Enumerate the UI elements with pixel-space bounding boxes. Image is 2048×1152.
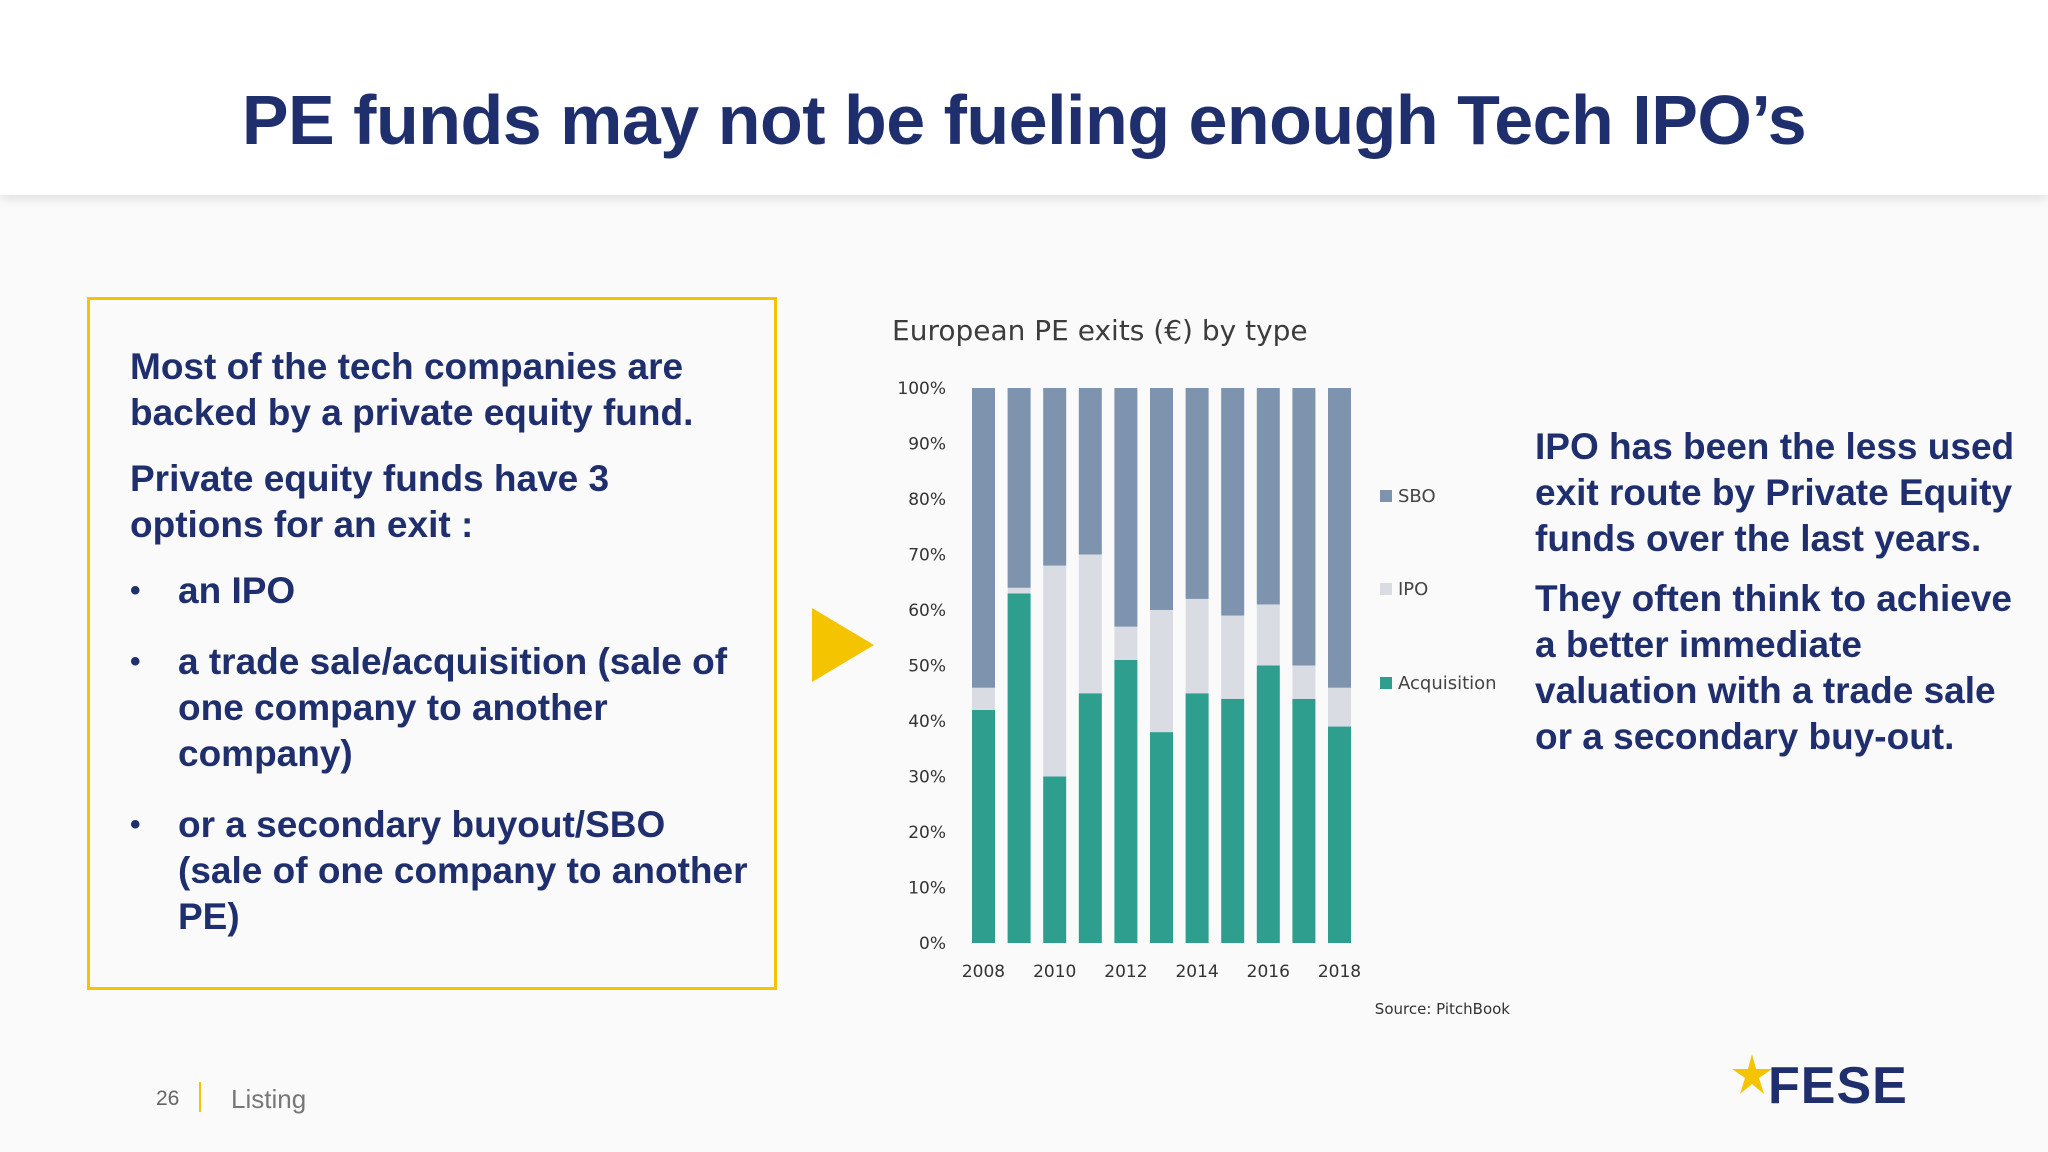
bar-sbo-2015 — [1221, 388, 1245, 616]
y-tick-label: 0% — [919, 934, 946, 954]
y-tick-label: 70% — [908, 546, 946, 566]
logo-wordmark: FESE — [1768, 1057, 1908, 1115]
fese-logo: FESE — [1730, 1052, 1910, 1115]
list-item-text: an IPO — [178, 570, 296, 611]
section-label: Listing — [231, 1084, 307, 1114]
bar-sbo-2009 — [1007, 388, 1031, 588]
x-tick-label: 2010 — [1033, 962, 1076, 982]
legend-label-sbo: SBO — [1398, 486, 1436, 507]
star-icon — [1732, 1054, 1772, 1094]
bar-acquisition-2018 — [1328, 726, 1351, 943]
chart-legend: SBO IPO Acquisition — [1380, 486, 1497, 694]
list-item-text: or a secondary buyout/SBO (sale of one c… — [178, 804, 748, 937]
y-tick-label: 40% — [908, 712, 946, 732]
legend-swatch-acquisition — [1380, 677, 1392, 689]
legend-label-acquisition: Acquisition — [1398, 673, 1497, 694]
page-number: 26 — [156, 1087, 180, 1110]
x-tick-label: 2018 — [1318, 962, 1361, 982]
legend-swatch-sbo — [1380, 490, 1392, 502]
bar-ipo-2009 — [1007, 587, 1031, 594]
bar-ipo-2015 — [1221, 615, 1245, 699]
y-tick-label: 90% — [908, 435, 946, 455]
bar-acquisition-2013 — [1150, 732, 1173, 943]
bar-acquisition-2011 — [1078, 693, 1102, 943]
bar-sbo-2012 — [1114, 388, 1138, 627]
x-tick-label: 2008 — [962, 962, 1005, 982]
bar-ipo-2012 — [1114, 626, 1138, 660]
commentary-paragraph-1: IPO has been the less used exit route by… — [1535, 426, 2015, 559]
y-tick-label: 50% — [908, 657, 946, 677]
chart-source: Source: PitchBook — [1375, 1000, 1511, 1018]
bar-sbo-2018 — [1328, 388, 1351, 688]
bar-ipo-2016 — [1256, 604, 1280, 666]
y-tick-label: 80% — [908, 490, 946, 510]
bar-ipo-2014 — [1185, 598, 1209, 694]
bar-sbo-2010 — [1043, 388, 1067, 566]
y-tick-label: 30% — [908, 768, 946, 788]
list-item: • or a secondary buyout/SBO (sale of one… — [130, 802, 750, 940]
slide-title: PE funds may not be fueling enough Tech … — [241, 81, 1807, 159]
bar-acquisition-2012 — [1114, 659, 1138, 943]
x-axis: 2008 2010 2012 2014 2016 2018 — [962, 962, 1361, 982]
legend-label-ipo: IPO — [1398, 579, 1428, 600]
intro-paragraph: Most of the tech companies are backed by… — [130, 346, 694, 433]
list-item: • a trade sale/acquisition (sale of one … — [130, 639, 750, 777]
list-item: • an IPO — [130, 568, 750, 614]
x-tick-label: 2012 — [1104, 962, 1147, 982]
y-tick-label: 10% — [908, 879, 946, 899]
list-item-text: a trade sale/acquisition (sale of one co… — [178, 641, 728, 774]
bullet-icon: • — [130, 574, 141, 607]
commentary-text: IPO has been the less used exit route by… — [1535, 424, 2025, 774]
bar-sbo-2014 — [1185, 388, 1209, 599]
pe-exits-chart: European PE exits (€) by type 0% 10% 20% 30… — [892, 314, 1511, 1018]
bar-ipo-2013 — [1150, 610, 1173, 733]
bar-acquisition-2009 — [1007, 593, 1031, 943]
commentary-paragraph-2: They often think to achieve a better imm… — [1535, 578, 2012, 757]
bar-acquisition-2015 — [1221, 698, 1245, 943]
bullet-icon: • — [130, 645, 141, 678]
bar-acquisition-2008 — [972, 709, 995, 943]
bar-ipo-2008 — [972, 687, 995, 710]
y-tick-label: 100% — [897, 379, 946, 399]
bar-ipo-2017 — [1292, 665, 1316, 699]
bar-ipo-2018 — [1328, 687, 1351, 727]
bars-group — [972, 388, 1351, 943]
bar-sbo-2008 — [972, 388, 995, 688]
bar-acquisition-2010 — [1043, 776, 1067, 943]
x-tick-label: 2014 — [1175, 962, 1218, 982]
chart-title: European PE exits (€) by type — [892, 314, 1308, 347]
y-axis: 0% 10% 20% 30% 40% 50% 60% 70% 80% 90% 100% — [897, 379, 946, 954]
bar-acquisition-2014 — [1185, 693, 1209, 943]
legend-swatch-ipo — [1380, 583, 1392, 595]
exit-options-box: Most of the tech companies are backed by… — [87, 297, 777, 990]
exit-options-list: • an IPO • a trade sale/acquisition (sal… — [130, 568, 750, 940]
bar-ipo-2011 — [1078, 554, 1102, 694]
footer-divider — [199, 1082, 201, 1112]
bullet-icon: • — [130, 808, 141, 841]
bar-sbo-2017 — [1292, 388, 1316, 666]
options-paragraph: Private equity funds have 3 options for … — [130, 458, 610, 545]
play-arrow-icon — [812, 608, 874, 682]
bar-sbo-2013 — [1150, 388, 1173, 610]
x-tick-label: 2016 — [1247, 962, 1290, 982]
y-tick-label: 20% — [908, 823, 946, 843]
bar-sbo-2016 — [1256, 388, 1280, 605]
bar-acquisition-2016 — [1256, 665, 1280, 943]
bar-ipo-2010 — [1043, 565, 1067, 777]
bar-acquisition-2017 — [1292, 698, 1316, 943]
y-tick-label: 60% — [908, 601, 946, 621]
slide-header: PE funds may not be fueling enough Tech … — [0, 0, 2048, 195]
bar-sbo-2011 — [1078, 388, 1102, 555]
